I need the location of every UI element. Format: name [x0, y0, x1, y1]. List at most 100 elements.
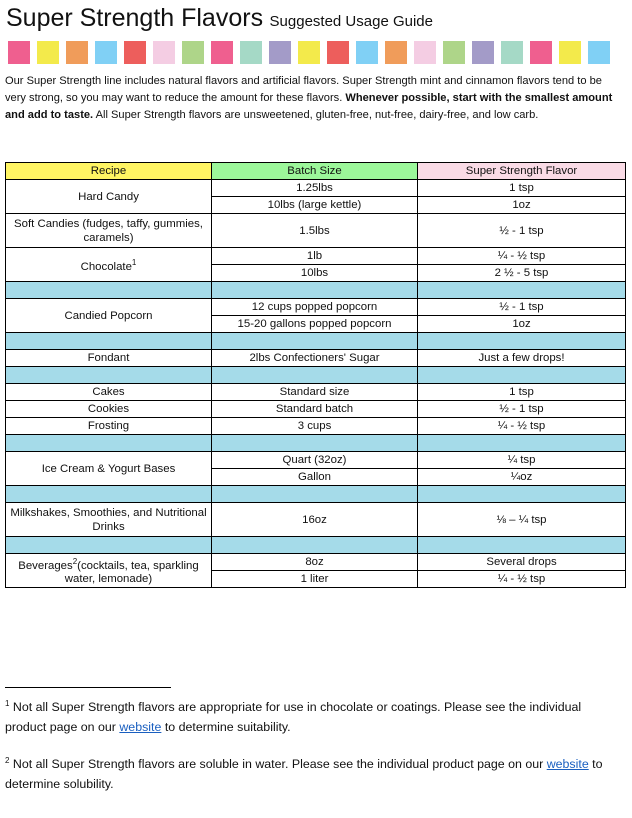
- recipe-name: Fondant: [87, 352, 130, 364]
- color-swatch: [501, 41, 523, 64]
- color-swatch-strip: [8, 41, 610, 64]
- recipe-name: Soft Candies (fudges, taffy, gummies, ca…: [14, 217, 203, 244]
- spacer-cell: [5, 366, 212, 384]
- footnote-2: 2 Not all Super Strength flavors are sol…: [5, 751, 625, 794]
- table-row: Gallon ¼oz: [6, 468, 626, 486]
- color-swatch: [443, 41, 465, 64]
- flavor-amount-cell: 1 tsp: [417, 179, 626, 197]
- color-swatch: [182, 41, 204, 64]
- batch-size-cell: 12 cups popped popcorn: [211, 298, 418, 316]
- footnote-1: 1 Not all Super Strength flavors are app…: [5, 694, 625, 737]
- footnote-ref: 1: [131, 257, 137, 267]
- recipe-cell: Cakes: [5, 383, 212, 401]
- recipe-cell: Chocolate1: [5, 247, 212, 282]
- color-swatch: [95, 41, 117, 64]
- batch-size-cell: 1 liter: [211, 570, 418, 588]
- spacer-cell: [417, 281, 626, 299]
- recipe-cell: Frosting: [5, 417, 212, 435]
- batch-size-cell: Quart (32oz): [211, 451, 418, 469]
- header-batch-size: Batch Size: [211, 162, 418, 180]
- recipe-name: Cookies: [87, 403, 130, 415]
- table-row: 10lbs (large kettle) 1oz: [6, 196, 626, 214]
- table-row: Cookies Standard batch ½ - 1 tsp: [5, 400, 626, 418]
- spacer-cell: [417, 485, 626, 503]
- color-swatch: [559, 41, 581, 64]
- spacer-row: [5, 536, 626, 554]
- spacer-cell: [417, 536, 626, 554]
- title-main: Super Strength Flavors: [6, 4, 264, 32]
- footnote-number: 1: [5, 699, 10, 708]
- table-header-row: Recipe Batch Size Super Strength Flavor: [5, 162, 626, 180]
- spacer-row: [5, 366, 626, 384]
- page-title: Super Strength Flavors Suggested Usage G…: [6, 4, 433, 33]
- color-swatch: [385, 41, 407, 64]
- website-link[interactable]: website: [119, 720, 162, 735]
- spacer-cell: [211, 536, 418, 554]
- flavor-amount-cell: ¼oz: [417, 468, 626, 486]
- spacer-cell: [211, 366, 418, 384]
- spacer-cell: [5, 536, 212, 554]
- table-row: Hard Candy 1.25lbs 1 tsp: [5, 179, 626, 214]
- recipe-name: Milkshakes, Smoothies, and Nutritional D…: [10, 506, 207, 533]
- intro-text-end: All Super Strength flavors are unsweeten…: [93, 109, 539, 121]
- recipe-cell: Candied Popcorn: [5, 298, 212, 333]
- batch-size-cell: 15-20 gallons popped popcorn: [211, 315, 418, 333]
- table-row: Soft Candies (fudges, taffy, gummies, ca…: [5, 213, 626, 248]
- spacer-cell: [5, 434, 212, 452]
- batch-size-cell: 1lb: [211, 247, 418, 265]
- footnote-number: 2: [5, 756, 10, 765]
- footnote-separator: [5, 687, 171, 688]
- footnote-text: to determine solubility.: [5, 757, 603, 792]
- color-swatch: [588, 41, 610, 64]
- flavor-amount-cell: ¼ - ½ tsp: [417, 247, 626, 265]
- color-swatch: [211, 41, 233, 64]
- table-row: 1 liter ¼ - ½ tsp: [6, 570, 626, 588]
- recipe-cell: Cookies: [5, 400, 212, 418]
- color-swatch: [8, 41, 30, 64]
- recipe-cell: Ice Cream & Yogurt Bases: [5, 451, 212, 486]
- color-swatch: [356, 41, 378, 64]
- batch-size-cell: 1.5lbs: [211, 213, 418, 248]
- flavor-amount-cell: Just a few drops!: [417, 349, 626, 367]
- flavor-amount-cell: ¼ - ½ tsp: [417, 417, 626, 435]
- spacer-row: [5, 281, 626, 299]
- intro-text: Our Super Strength line includes natural…: [5, 75, 602, 104]
- spacer-row: [5, 485, 626, 503]
- title-sub: Suggested Usage Guide: [269, 13, 433, 30]
- color-swatch: [472, 41, 494, 64]
- footnote-ref: 2: [72, 556, 78, 566]
- recipe-cell: Soft Candies (fudges, taffy, gummies, ca…: [5, 213, 212, 248]
- batch-size-cell: 3 cups: [211, 417, 418, 435]
- header-recipe: Recipe: [5, 162, 212, 180]
- batch-size-cell: 10lbs: [211, 264, 418, 282]
- header-flavor: Super Strength Flavor: [417, 162, 626, 180]
- batch-size-cell: 10lbs (large kettle): [211, 196, 418, 214]
- spacer-row: [5, 434, 626, 452]
- intro-paragraph: Our Super Strength line includes natural…: [5, 73, 625, 124]
- recipe-detail: (cocktails, tea, sparkling water, lemona…: [64, 559, 199, 586]
- table-row: Beverages2(cocktails, tea, sparkling wat…: [5, 553, 626, 588]
- recipe-name: Beverages: [18, 559, 73, 572]
- spacer-cell: [5, 485, 212, 503]
- table-row: Ice Cream & Yogurt Bases Quart (32oz) ¼ ts…: [5, 451, 626, 486]
- spacer-cell: [5, 332, 212, 350]
- table-row: Fondant 2lbs Confectioners' Sugar Just a f…: [5, 349, 626, 367]
- flavor-amount-cell: ⅛ – ¼ tsp: [417, 502, 626, 537]
- spacer-cell: [211, 332, 418, 350]
- footnote-text: to determine suitability.: [161, 720, 291, 735]
- footnote-text: Not all Super Strength flavors are solub…: [9, 757, 547, 772]
- recipe-name: Chocolate: [80, 260, 132, 273]
- color-swatch: [269, 41, 291, 64]
- usage-table: Recipe Batch Size Super Strength Flavor …: [5, 162, 626, 588]
- website-link[interactable]: website: [546, 757, 589, 772]
- spacer-cell: [211, 485, 418, 503]
- spacer-cell: [417, 434, 626, 452]
- flavor-amount-cell: ¼ tsp: [417, 451, 626, 469]
- flavor-amount-cell: 2 ½ - 5 tsp: [417, 264, 626, 282]
- recipe-name: Cakes: [92, 386, 125, 398]
- batch-size-cell: 2lbs Confectioners' Sugar: [211, 349, 418, 367]
- recipe-name: Ice Cream & Yogurt Bases: [41, 462, 176, 475]
- flavor-amount-cell: 1oz: [417, 315, 626, 333]
- table-row: Frosting 3 cups ¼ - ½ tsp: [5, 417, 626, 435]
- recipe-cell: Milkshakes, Smoothies, and Nutritional D…: [5, 502, 212, 537]
